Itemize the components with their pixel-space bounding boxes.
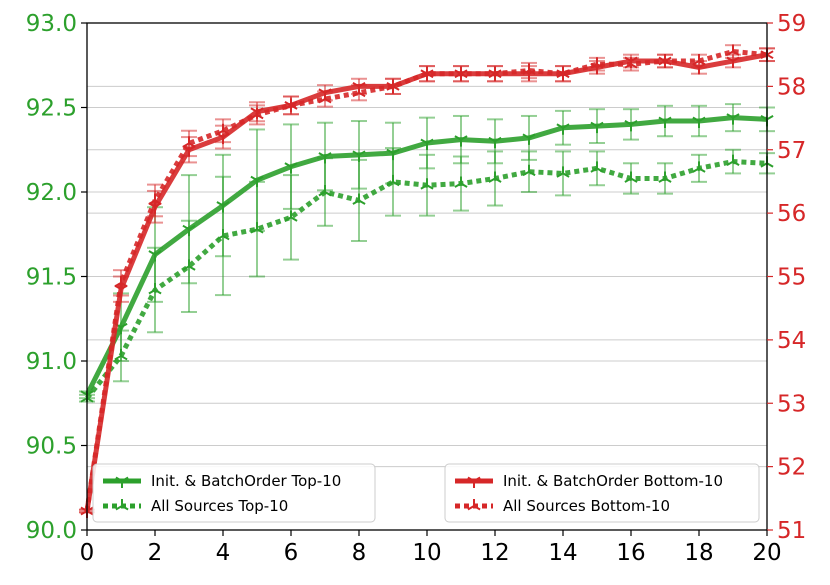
y-right-tick-label: 58 — [777, 74, 806, 100]
data-point — [284, 210, 298, 222]
legend-frame — [444, 463, 760, 523]
data-point — [420, 66, 434, 79]
data-point — [556, 66, 570, 79]
data-point — [590, 121, 604, 134]
series-line — [84, 49, 768, 512]
data-point — [318, 92, 332, 104]
data-point — [692, 116, 706, 129]
data-point — [352, 193, 366, 205]
data-point — [284, 162, 298, 174]
data-point — [488, 136, 502, 149]
legend-frame — [92, 463, 376, 523]
data-point — [216, 123, 230, 136]
legend-label: All Sources Top-10 — [151, 497, 288, 515]
data-point — [148, 193, 162, 205]
y-right-tick-label: 53 — [777, 391, 806, 417]
x-tick-label: 0 — [80, 540, 95, 566]
data-point — [454, 66, 468, 79]
x-tick-label: 2 — [148, 540, 163, 566]
data-point — [522, 133, 536, 145]
data-point — [182, 136, 196, 148]
legend-label: Init. & BatchOrder Top-10 — [151, 472, 341, 490]
y-left-tick-label: 92.0 — [26, 180, 77, 206]
data-point — [522, 164, 536, 177]
data-point — [692, 161, 706, 173]
legend-box-0: Init. & BatchOrder Top-10 All Sources Top… — [92, 463, 376, 523]
data-point — [284, 98, 298, 110]
y-left-tick-label: 90.5 — [26, 434, 77, 460]
data-point — [488, 171, 502, 183]
legend-marker — [467, 499, 481, 511]
x-tick-label: 4 — [216, 540, 231, 566]
data-point — [114, 348, 128, 361]
data-point — [420, 178, 434, 190]
axes: 90.0 90.5 91.0 91.5 92.0 92.5 93.0 51 52 53 54 55 56… — [26, 11, 807, 566]
data-point — [692, 54, 706, 66]
data-point — [590, 161, 604, 173]
x-tick-label: 16 — [616, 540, 645, 566]
y-right-tick-label: 57 — [777, 138, 806, 164]
x-tick-label: 12 — [480, 540, 509, 566]
data-point — [624, 120, 638, 132]
series-3 — [79, 44, 775, 516]
y-left-tick-label: 91.0 — [26, 349, 77, 375]
x-tick-label: 18 — [684, 540, 713, 566]
data-point — [556, 166, 570, 178]
legend-marker — [115, 499, 129, 511]
data-point — [420, 138, 434, 150]
data-point — [556, 123, 570, 135]
data-point — [522, 63, 536, 75]
y-right-tick-label: 55 — [777, 265, 806, 291]
legend-marker — [467, 476, 481, 488]
x-tick-label: 20 — [752, 540, 781, 566]
data-point — [250, 222, 264, 234]
data-point — [488, 66, 502, 79]
data-point — [658, 54, 672, 66]
data-point — [182, 259, 196, 271]
data-point — [386, 174, 400, 187]
y-left-tick-label: 91.5 — [26, 265, 77, 291]
x-tick-label: 10 — [412, 540, 441, 566]
legend: Init. & BatchOrder Top-10 All Sources Top… — [92, 463, 760, 523]
data-point — [658, 116, 672, 129]
y-left-tick-label: 90.0 — [26, 518, 77, 544]
data-point — [318, 185, 332, 197]
data-point — [216, 228, 230, 241]
x-tick-label: 6 — [284, 540, 299, 566]
data-point — [250, 107, 264, 120]
y-right-tick-label: 54 — [777, 328, 806, 354]
data-point — [624, 57, 638, 69]
x-tick-label: 14 — [548, 540, 577, 566]
series-layer — [79, 44, 775, 518]
data-point — [114, 275, 128, 288]
legend-label: All Sources Bottom-10 — [503, 497, 670, 515]
data-point — [590, 57, 604, 69]
data-point — [726, 44, 740, 56]
data-point — [454, 135, 468, 147]
data-point — [726, 113, 740, 125]
legend-box-1: Init. & BatchOrder Bottom-10 All Sources … — [444, 463, 760, 523]
y-right-tick-label: 52 — [777, 455, 806, 481]
data-point — [624, 171, 638, 183]
legend-marker — [115, 476, 129, 488]
data-point — [148, 283, 162, 295]
legend-label: Init. & BatchOrder Bottom-10 — [503, 472, 723, 490]
x-tick-label: 8 — [352, 540, 367, 566]
data-point — [454, 176, 468, 188]
data-point — [386, 79, 400, 91]
data-point — [658, 171, 672, 183]
y-left-tick-label: 93.0 — [26, 11, 77, 37]
y-right-tick-label: 56 — [777, 201, 806, 227]
y-right-tick-label: 59 — [777, 11, 806, 37]
series-1 — [79, 147, 775, 403]
data-point — [352, 85, 366, 98]
data-point — [726, 154, 740, 166]
y-left-tick-label: 92.5 — [26, 96, 77, 122]
y-right-tick-label: 51 — [777, 518, 806, 544]
